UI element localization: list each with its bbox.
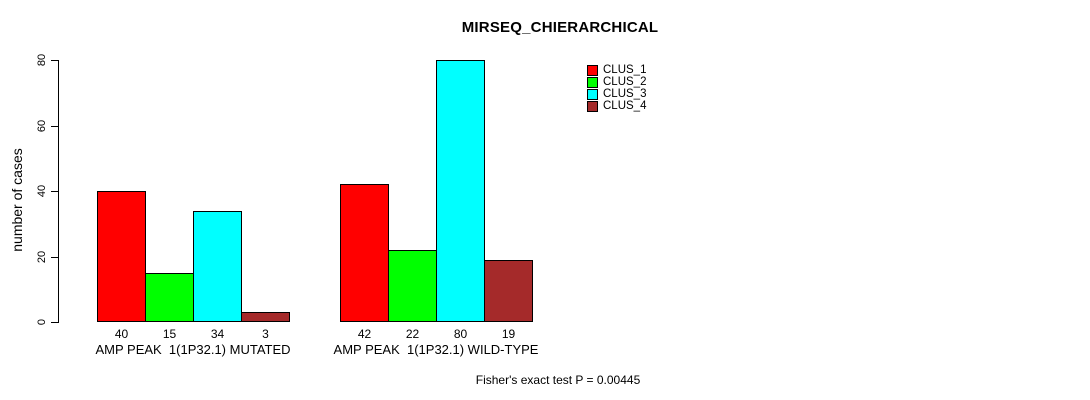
legend-swatch-clus_4 <box>587 101 598 112</box>
bar-value-label: 40 <box>114 327 129 341</box>
y-axis-tick-label: 80 <box>36 53 48 67</box>
legend-swatch-clus_2 <box>587 77 598 88</box>
y-axis-tick <box>51 322 58 323</box>
bar-clus_3-group1 <box>193 211 242 322</box>
x-axis-group-label: AMP PEAK 1(1P32.1) WILD-TYPE <box>333 342 539 357</box>
bar-value-label: 15 <box>162 327 177 341</box>
bar-clus_3-group2 <box>436 60 485 322</box>
y-axis-tick <box>51 191 58 192</box>
bar-clus_4-group2 <box>484 260 533 322</box>
bar-clus_1-group1 <box>97 191 146 322</box>
y-axis-tick <box>51 60 58 61</box>
y-axis-line <box>58 60 59 323</box>
y-axis-tick <box>51 126 58 127</box>
bar-value-label: 22 <box>405 327 420 341</box>
legend-item-clus_4: CLUS_4 <box>587 100 647 112</box>
legend-swatch-clus_1 <box>587 65 598 76</box>
legend-item-clus_1: CLUS_1 <box>587 64 647 76</box>
fisher-test-annotation: Fisher's exact test P = 0.00445 <box>475 373 641 387</box>
legend: CLUS_1 CLUS_2 CLUS_3 CLUS_4 <box>587 64 647 113</box>
bar-value-label: 19 <box>501 327 516 341</box>
legend-label: CLUS_1 <box>603 64 647 76</box>
y-axis-tick <box>51 257 58 258</box>
y-axis-tick-label: 0 <box>36 318 48 326</box>
legend-swatch-clus_3 <box>587 89 598 100</box>
bar-value-label: 80 <box>453 327 468 341</box>
bar-clus_1-group2 <box>340 184 389 322</box>
legend-item-clus_2: CLUS_2 <box>587 76 647 88</box>
y-axis-tick-label: 40 <box>36 184 48 198</box>
legend-label: CLUS_4 <box>603 100 647 112</box>
bar-value-label: 42 <box>357 327 372 341</box>
x-axis-group-label: AMP PEAK 1(1P32.1) MUTATED <box>95 342 291 357</box>
chart-title: MIRSEQ_CHIERARCHICAL <box>461 19 659 36</box>
bar-value-label: 34 <box>210 327 225 341</box>
legend-label: CLUS_2 <box>603 76 647 88</box>
legend-label: CLUS_3 <box>603 88 647 100</box>
y-axis-tick-label: 60 <box>36 119 48 133</box>
legend-item-clus_3: CLUS_3 <box>587 88 647 100</box>
bar-value-label: 3 <box>262 327 269 341</box>
bar-clus_4-group1 <box>241 312 290 322</box>
y-axis-tick-label: 20 <box>36 250 48 264</box>
y-axis-label: number of cases <box>9 148 25 252</box>
bar-clus_2-group2 <box>388 250 437 322</box>
bar-clus_2-group1 <box>145 273 194 322</box>
